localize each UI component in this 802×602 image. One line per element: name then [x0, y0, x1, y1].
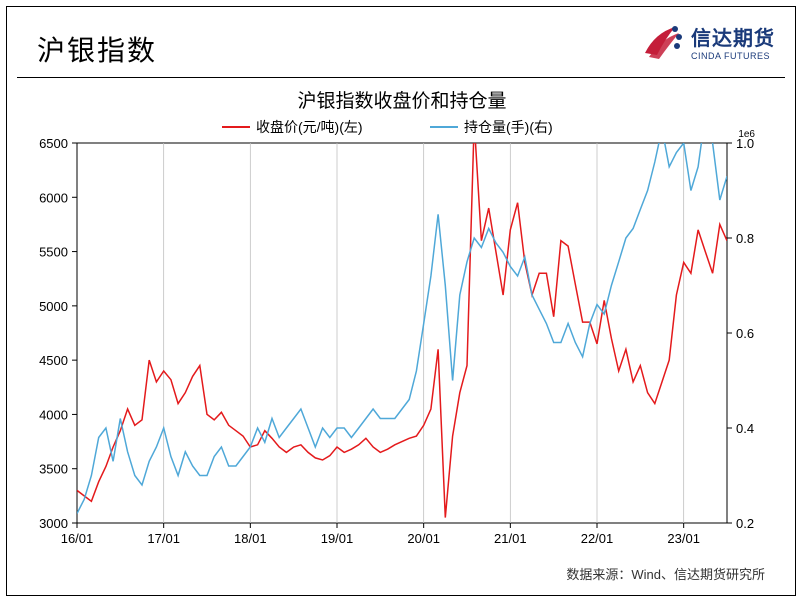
svg-text:0.2: 0.2: [736, 516, 754, 531]
brand-name-en: CINDA FUTURES: [691, 51, 775, 61]
svg-text:16/01: 16/01: [61, 531, 94, 546]
header: 沪银指数 信达期货 CINDA FUTURES: [17, 17, 785, 78]
brand-name-cn: 信达期货: [691, 22, 775, 51]
price-oi-chart: 沪银指数收盘价和持仓量1e616/0117/0118/0119/0120/012…: [17, 87, 787, 557]
svg-text:0.8: 0.8: [736, 231, 754, 246]
chart-container: 沪银指数收盘价和持仓量1e616/0117/0118/0119/0120/012…: [17, 87, 785, 555]
svg-text:18/01: 18/01: [234, 531, 267, 546]
svg-text:3000: 3000: [39, 516, 68, 531]
page-frame: 沪银指数 信达期货 CINDA FUTURES 沪银指数收盘价和持仓量1e616…: [6, 6, 796, 596]
brand-logo: 信达期货 CINDA FUTURES: [641, 19, 775, 63]
svg-text:5500: 5500: [39, 245, 68, 260]
svg-text:20/01: 20/01: [407, 531, 440, 546]
svg-text:0.4: 0.4: [736, 421, 754, 436]
svg-text:3500: 3500: [39, 462, 68, 477]
svg-text:持仓量(手)(右): 持仓量(手)(右): [464, 119, 553, 135]
svg-text:4500: 4500: [39, 353, 68, 368]
svg-text:收盘价(元/吨)(左): 收盘价(元/吨)(左): [256, 119, 363, 135]
svg-text:6000: 6000: [39, 190, 68, 205]
svg-text:21/01: 21/01: [494, 531, 527, 546]
svg-text:6500: 6500: [39, 136, 68, 151]
svg-text:23/01: 23/01: [667, 531, 700, 546]
svg-text:1.0: 1.0: [736, 136, 754, 151]
svg-text:22/01: 22/01: [581, 531, 614, 546]
svg-text:19/01: 19/01: [321, 531, 354, 546]
data-source-footer: 数据来源：Wind、信达期货研究所: [566, 564, 765, 583]
page-title: 沪银指数: [37, 29, 157, 69]
svg-text:0.6: 0.6: [736, 326, 754, 341]
logo-icon: [641, 19, 685, 63]
svg-text:5000: 5000: [39, 299, 68, 314]
svg-text:沪银指数收盘价和持仓量: 沪银指数收盘价和持仓量: [297, 90, 506, 112]
svg-text:17/01: 17/01: [147, 531, 180, 546]
svg-text:4000: 4000: [39, 407, 68, 422]
